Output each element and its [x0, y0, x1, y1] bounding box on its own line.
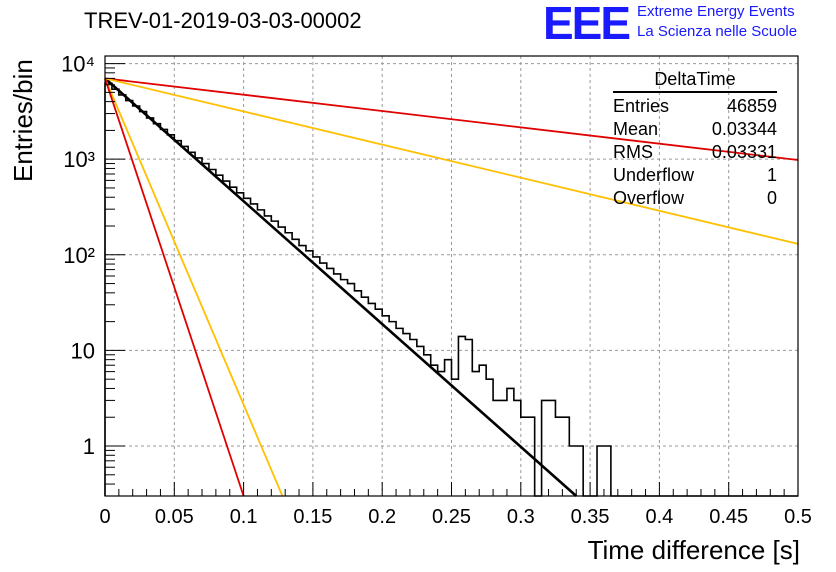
y-tick-label: 1 — [83, 434, 95, 459]
stats-value: 0 — [766, 188, 777, 208]
x-tick-label: 0.3 — [507, 506, 535, 528]
histogram — [104, 82, 798, 497]
axis-ticks — [104, 63, 799, 497]
x-tick-label: 0.1 — [230, 506, 258, 528]
stats-row: Entries 46859 — [613, 95, 777, 118]
stats-label: RMS — [613, 142, 653, 162]
y-tick-label: 10² — [63, 243, 95, 268]
fit-line — [104, 77, 578, 497]
stats-row: Underflow 1 — [613, 164, 777, 187]
fit-lines — [104, 77, 799, 497]
eee-logo: EEE — [543, 0, 631, 49]
stats-value: 0.03331 — [711, 142, 777, 162]
stats-row: RMS 0.03331 — [613, 141, 777, 164]
grid — [105, 56, 798, 496]
fit-line — [104, 78, 245, 497]
stats-label: Entries — [613, 96, 670, 116]
y-tick-label: 10³ — [63, 147, 95, 172]
x-tick-label: 0.35 — [571, 506, 610, 528]
x-tick-label: 0.5 — [784, 506, 812, 528]
histogram-step — [104, 82, 798, 497]
x-tick-label: 0.2 — [368, 506, 396, 528]
stats-value: 0.03344 — [711, 119, 777, 139]
stats-row: Mean 0.03344 — [613, 118, 777, 141]
stats-label: Overflow — [613, 188, 685, 208]
x-axis-label: Time difference [s] — [587, 535, 800, 565]
stats-box: DeltaTime Entries 46859 Mean 0.03344 RMS 0.… — [613, 68, 777, 210]
x-tick-label: 0.45 — [709, 506, 748, 528]
y-tick-label: 10 — [71, 338, 95, 363]
x-tick-label: 0.15 — [293, 506, 332, 528]
logo-subtitle-2: La Scienza nelle Scuole — [637, 23, 798, 40]
logo-subtitle-1: Extreme Energy Events — [637, 3, 795, 20]
stats-label: Underflow — [613, 165, 695, 185]
stats-value: 1 — [766, 165, 777, 185]
tick-labels: 0 0.05 0.1 0.15 0.2 0.25 0.3 0.35 0.4 0.45 0.51101… — [61, 52, 812, 528]
x-tick-label: 0.4 — [645, 506, 673, 528]
fit-line — [104, 77, 799, 245]
stats-title: DeltaTime — [613, 68, 777, 93]
stats-row: Overflow 0 — [613, 187, 777, 210]
x-tick-label: 0.05 — [155, 506, 194, 528]
chart-title: TREV-01-2019-03-03-00002 — [84, 8, 362, 33]
y-axis-label: Entries/bin — [8, 59, 38, 182]
x-tick-label: 0 — [99, 506, 110, 528]
stats-label: Mean — [613, 119, 659, 139]
fit-line — [104, 78, 284, 497]
stats-value: 46859 — [726, 96, 777, 116]
fit-line — [104, 77, 799, 161]
x-tick-label: 0.25 — [432, 506, 471, 528]
y-tick-label: 10⁴ — [61, 52, 95, 77]
